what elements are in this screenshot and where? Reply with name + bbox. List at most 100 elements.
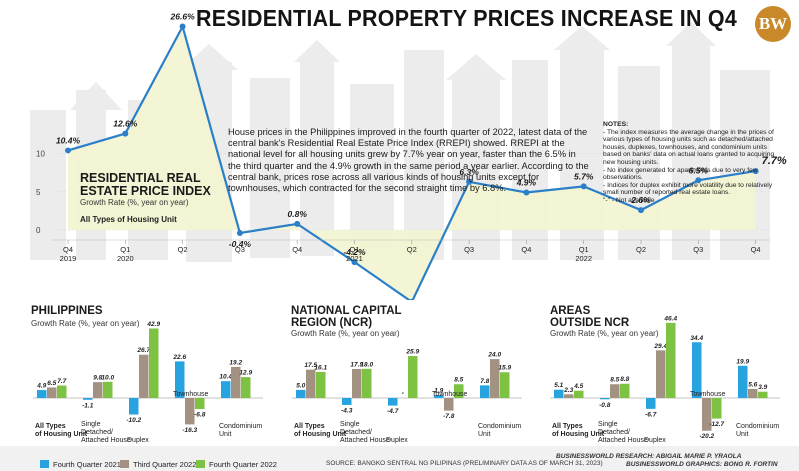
x-tick-label: Q3 xyxy=(464,245,474,254)
category-label: Condominium Unit xyxy=(736,423,779,438)
bar xyxy=(306,369,316,398)
bar-value-label: 24.0 xyxy=(487,352,501,359)
panel-subtitle-philippines: Growth Rate (%, year on year) xyxy=(31,319,140,328)
bar-value-label: -20.2 xyxy=(699,433,714,440)
legend-swatch xyxy=(196,460,205,468)
bar xyxy=(352,369,362,398)
panel-title-ncr: NATIONAL CAPITAL REGION (NCR) xyxy=(291,305,402,329)
bar-value-label: 8.5 xyxy=(454,377,463,384)
bar xyxy=(195,398,205,410)
category-label: Townhouse xyxy=(173,391,209,398)
x-tick-label: Q4 xyxy=(63,245,73,254)
x-tick-label: Q3 xyxy=(235,245,245,254)
bar xyxy=(480,385,490,398)
bar xyxy=(712,398,722,419)
bar xyxy=(738,365,748,398)
x-year-label: 2020 xyxy=(117,254,134,263)
bar-value-label: 7.8 xyxy=(480,378,489,385)
bar xyxy=(748,388,758,398)
category-label: Single Detached/Attached House xyxy=(81,421,131,444)
category-label: Duplex xyxy=(386,437,408,444)
line-point xyxy=(580,183,587,190)
x-tick-label: Q1 xyxy=(120,245,130,254)
bar-value-label: 9.8 xyxy=(93,375,102,382)
legend-label: Third Quarter 2022 xyxy=(133,460,197,469)
bar xyxy=(408,356,418,398)
bar-value-label: -7.8 xyxy=(443,413,455,420)
notes-box: NOTES: - The index measures the average … xyxy=(603,121,775,205)
bar-value-label: 25.9 xyxy=(405,349,419,356)
x-year-label: 2019 xyxy=(60,254,77,263)
bar-value-label: 19.9 xyxy=(736,358,749,365)
bar xyxy=(296,389,306,398)
x-year-label: 2022 xyxy=(575,254,592,263)
line-point xyxy=(695,177,702,184)
line-value-label: 7.7% xyxy=(762,155,787,167)
bar xyxy=(362,368,372,398)
bar xyxy=(434,394,444,398)
bar-value-label: 46.4 xyxy=(663,315,677,322)
line-value-label: -0.4% xyxy=(229,239,252,249)
bar xyxy=(47,387,57,398)
bar xyxy=(221,381,231,398)
bar xyxy=(139,354,149,398)
bar xyxy=(103,381,113,398)
panel-title-philippines: PHILIPPINES xyxy=(31,305,103,317)
bar xyxy=(600,398,610,400)
y-tick-label: 0 xyxy=(36,226,41,235)
line-value-label: 6.3% xyxy=(459,167,479,177)
line-value-label: -4.2% xyxy=(343,247,366,257)
bar-value-label: -16.3 xyxy=(182,427,197,434)
bar-value-label: 19.2 xyxy=(229,359,242,366)
bar xyxy=(692,342,702,398)
bar-value-label: 7.7 xyxy=(57,378,66,385)
bar xyxy=(149,328,159,398)
line-point xyxy=(179,23,186,30)
notes-line: "-" - Not available xyxy=(603,196,655,204)
bar-value-label: 8.5 xyxy=(610,377,619,384)
line-point xyxy=(122,130,129,137)
line-point xyxy=(466,178,473,185)
bar-value-label: 2.3 xyxy=(563,387,573,394)
x-tick-label: Q2 xyxy=(407,245,417,254)
line-point xyxy=(638,207,644,214)
x-tick-label: Q1 xyxy=(349,245,359,254)
bar-value-label: 5.0 xyxy=(296,382,305,389)
bar-value-label: -4.3 xyxy=(341,407,353,414)
line-point xyxy=(409,298,415,300)
bar-value-label: 8.8 xyxy=(620,376,629,383)
x-tick-label: Q1 xyxy=(579,245,589,254)
line-value-label: 5.7% xyxy=(574,171,594,181)
bar xyxy=(185,398,195,425)
rrepi-chart-title: RESIDENTIAL REAL ESTATE PRICE INDEX xyxy=(80,171,211,198)
panel-title-outside-ncr: AREAS OUTSIDE NCR xyxy=(550,305,630,329)
line-value-label: 6.5% xyxy=(689,165,709,175)
bar xyxy=(129,398,139,415)
bar xyxy=(83,398,93,400)
bar-panel-philippines: 4.9 6.5 7.7 All Types of Housing Unit -1.1 9.8… xyxy=(33,321,263,444)
bar-value-label: 10.4 xyxy=(219,374,232,381)
category-label: Condominium Unit xyxy=(478,423,521,438)
bar xyxy=(454,384,464,398)
bar xyxy=(646,398,656,409)
graphics-credit: BUSINESSWORLD GRAPHICS: BONG R. FORTIN xyxy=(626,461,778,468)
page-title: RESIDENTIAL PROPERTY PRICES INCREASE IN … xyxy=(196,5,738,31)
line-chart-value-labels: 10.4%12.6%26.6%-0.4%0.8%-4.2%-9.4%6.3%4.… xyxy=(56,12,787,258)
bar xyxy=(490,359,500,398)
bar-value-label: 5.6 xyxy=(748,381,757,388)
bar-panel-outside-ncr: 5.12.34.5 All Types of Housing Unit -0.8 8.5… xyxy=(550,315,780,444)
bar-value-label: 12.9 xyxy=(239,370,252,377)
x-tick-label: Q4 xyxy=(751,245,761,254)
category-label: Single Detached/Attached House xyxy=(340,421,390,444)
category-label: Townhouse xyxy=(690,391,726,398)
bar xyxy=(342,398,352,405)
panel-subtitle-ncr: Growth Rate (%, year on year) xyxy=(291,329,400,338)
bar-value-label: 42.9 xyxy=(146,321,160,328)
line-point xyxy=(65,147,71,154)
category-label: All Types of Housing Unit xyxy=(294,423,347,438)
bar-value-label: -6.8 xyxy=(194,412,206,419)
bar-value-label: 26.7 xyxy=(136,347,150,354)
legend-item-q4-2021: Fourth Quarter 2021 xyxy=(40,460,121,469)
